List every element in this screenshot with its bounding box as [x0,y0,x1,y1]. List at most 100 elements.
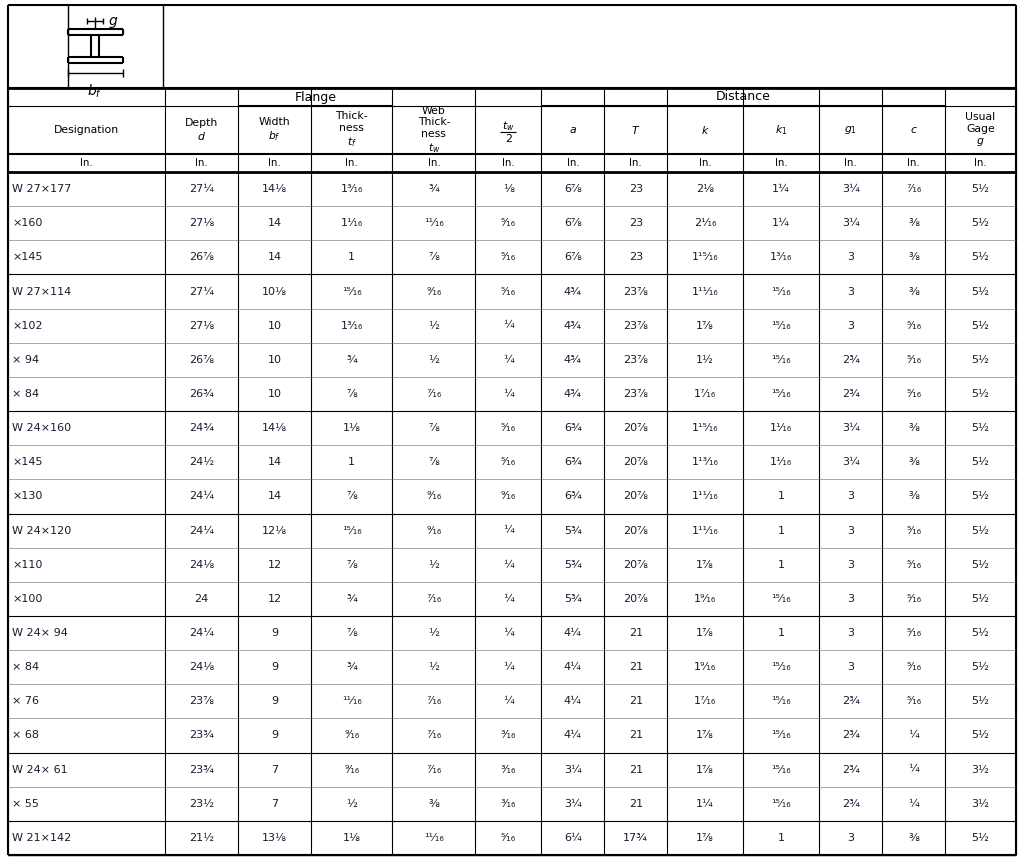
Text: 24⅛: 24⅛ [189,662,214,673]
Text: 20⅞: 20⅞ [624,491,648,502]
Text: 6¾: 6¾ [564,491,582,502]
Text: 14: 14 [267,218,282,228]
Text: 1¹¹⁄₁₆: 1¹¹⁄₁₆ [692,491,719,502]
Text: In.: In. [502,158,515,168]
Text: In.: In. [775,158,787,168]
Text: ⁵⁄₁₆: ⁵⁄₁₆ [501,833,516,843]
Text: ⁵⁄₁₆: ⁵⁄₁₆ [906,560,922,570]
Text: Distance: Distance [716,90,771,103]
Text: W 24×160: W 24×160 [12,423,71,433]
Text: ³⁄₁₆: ³⁄₁₆ [501,765,516,775]
Text: 5½: 5½ [972,320,989,331]
Text: 1: 1 [778,833,784,843]
Text: In.: In. [196,158,208,168]
Text: ¹⁵⁄₁₆: ¹⁵⁄₁₆ [342,287,361,296]
Text: 3: 3 [847,287,854,296]
Text: 4¼: 4¼ [564,662,582,673]
Text: ½: ½ [428,560,439,570]
Text: 1¹⁵⁄₁₆: 1¹⁵⁄₁₆ [692,253,719,262]
Text: ⅞: ⅞ [428,423,439,433]
Text: ¹⁵⁄₁₆: ¹⁵⁄₁₆ [771,389,792,399]
Text: 3: 3 [847,560,854,570]
Text: 5½: 5½ [972,287,989,296]
Text: 27¼: 27¼ [189,184,214,194]
Text: ⅜: ⅜ [908,833,919,843]
Text: 24¾: 24¾ [189,423,214,433]
Text: ⁹⁄₁₆: ⁹⁄₁₆ [426,526,441,535]
Text: In.: In. [428,158,440,168]
Text: $c$: $c$ [909,125,918,135]
Text: ⁹⁄₁₆: ⁹⁄₁₆ [344,730,359,740]
Text: 14: 14 [267,253,282,262]
Text: In.: In. [566,158,580,168]
Text: 1⅞: 1⅞ [696,730,714,740]
Text: ¹⁵⁄₁₆: ¹⁵⁄₁₆ [771,765,792,775]
Text: 1¹⁄₁₆: 1¹⁄₁₆ [770,423,793,433]
Text: 27¼: 27¼ [189,287,214,296]
Text: ⁷⁄₁₆: ⁷⁄₁₆ [426,765,441,775]
Text: ¼: ¼ [503,320,514,331]
Text: ¼: ¼ [503,594,514,604]
Text: 7: 7 [271,765,279,775]
Text: ⅜: ⅜ [428,799,439,809]
Text: 24¼: 24¼ [189,526,214,535]
Text: 1¹⁄₁₆: 1¹⁄₁₆ [770,457,793,467]
Text: 1¼: 1¼ [772,218,791,228]
Text: 26¾: 26¾ [189,389,214,399]
Text: 13⅛: 13⅛ [262,833,287,843]
Text: 21: 21 [629,628,643,638]
Text: ⁹⁄₁₆: ⁹⁄₁₆ [501,491,516,502]
Text: 26⅞: 26⅞ [189,355,214,365]
Text: 2¾: 2¾ [842,697,860,706]
Text: 26⅞: 26⅞ [189,253,214,262]
Text: ⅜: ⅜ [908,491,919,502]
Text: ⅞: ⅞ [428,253,439,262]
Text: 9: 9 [271,662,279,673]
Text: W 24×120: W 24×120 [12,526,72,535]
Text: ¹⁵⁄₁₆: ¹⁵⁄₁₆ [771,662,792,673]
Text: × 84: × 84 [12,662,39,673]
Text: ¹⁵⁄₁₆: ¹⁵⁄₁₆ [771,697,792,706]
Text: ¹¹⁄₁₆: ¹¹⁄₁₆ [424,833,443,843]
Text: ×110: ×110 [12,560,42,570]
Text: W 21×142: W 21×142 [12,833,72,843]
Text: 1⅞: 1⅞ [696,560,714,570]
Text: ⁵⁄₁₆: ⁵⁄₁₆ [906,697,922,706]
Text: 1¼: 1¼ [696,799,714,809]
Text: 1¹¹⁄₁₆: 1¹¹⁄₁₆ [692,526,719,535]
Text: 6¾: 6¾ [564,423,582,433]
Text: 5½: 5½ [972,526,989,535]
Text: 14: 14 [267,457,282,467]
Text: ⁷⁄₁₆: ⁷⁄₁₆ [426,594,441,604]
Text: 2¾: 2¾ [842,799,860,809]
Text: ¹⁵⁄₁₆: ¹⁵⁄₁₆ [342,526,361,535]
Text: ¼: ¼ [503,628,514,638]
Text: 5½: 5½ [972,457,989,467]
Text: ¹⁵⁄₁₆: ¹⁵⁄₁₆ [771,355,792,365]
Text: 23: 23 [629,253,643,262]
Text: ⁵⁄₁₆: ⁵⁄₁₆ [906,628,922,638]
Text: 2¹⁄₁₆: 2¹⁄₁₆ [694,218,717,228]
Text: ¾: ¾ [346,355,357,365]
Text: 5¾: 5¾ [564,594,582,604]
Text: 1¹⁵⁄₁₆: 1¹⁵⁄₁₆ [692,423,719,433]
Text: $k_1$: $k_1$ [775,123,787,137]
Text: 5¾: 5¾ [564,560,582,570]
Text: ⅜: ⅜ [908,287,919,296]
Text: 27⅛: 27⅛ [189,218,214,228]
Text: 5½: 5½ [972,184,989,194]
Text: 4¾: 4¾ [564,320,582,331]
Text: 4¼: 4¼ [564,697,582,706]
Text: ¼: ¼ [503,526,514,535]
Text: ⁷⁄₁₆: ⁷⁄₁₆ [426,697,441,706]
Text: 1⅞: 1⅞ [696,833,714,843]
Text: ³⁄₁₆: ³⁄₁₆ [501,730,516,740]
Text: 3: 3 [847,253,854,262]
Text: Thick-
ness
$t_f$: Thick- ness $t_f$ [336,112,368,149]
Text: ¹⁵⁄₁₆: ¹⁵⁄₁₆ [771,594,792,604]
Text: 12: 12 [267,594,282,604]
Text: 3: 3 [847,320,854,331]
Text: ¼: ¼ [503,355,514,365]
Text: ⁵⁄₁₆: ⁵⁄₁₆ [906,594,922,604]
Text: 4¾: 4¾ [564,287,582,296]
